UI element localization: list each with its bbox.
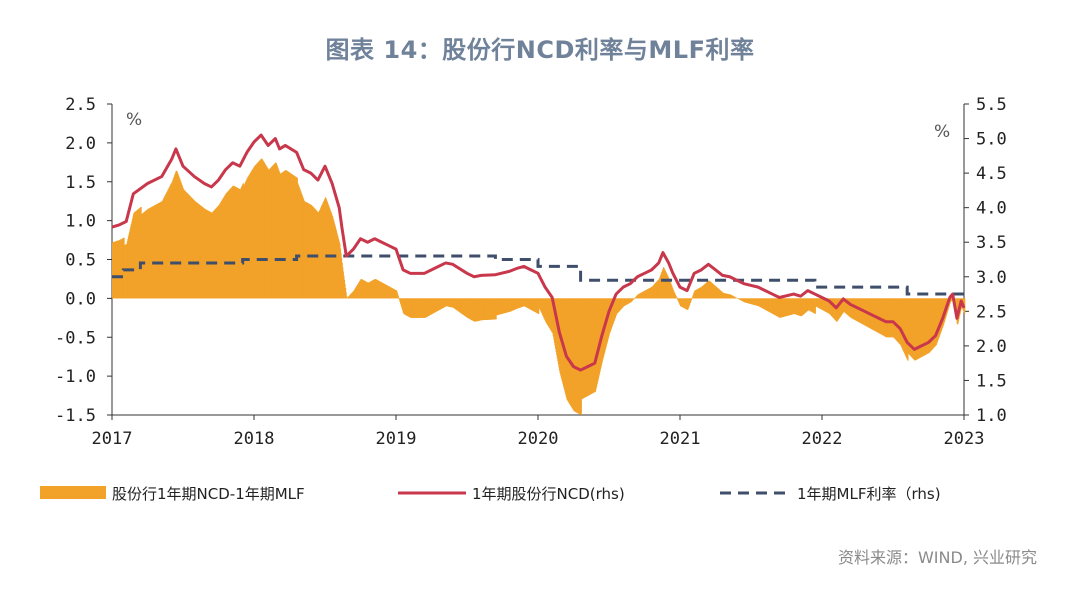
spread-bar <box>690 298 693 300</box>
left-tick-label: 2.0 <box>65 134 96 154</box>
right-tick-label: 5.5 <box>976 95 1007 115</box>
left-tick-label: -0.5 <box>55 328 96 348</box>
left-tick-label: 1.5 <box>65 173 96 193</box>
x-tick-label: 2022 <box>802 429 843 449</box>
right-tick-label: 4.5 <box>976 164 1007 184</box>
x-tick-label: 2018 <box>234 429 275 449</box>
spread-bar <box>676 297 678 299</box>
ncd-rate-line <box>111 133 966 372</box>
right-unit-label: % <box>934 122 950 142</box>
spread-bar <box>675 296 677 299</box>
legend-label-spread: 股份行1年期NCD-1年期MLF <box>112 485 305 503</box>
spread-bar <box>346 296 348 299</box>
right-tick-label: 2.5 <box>976 302 1007 322</box>
mlf-rate-line <box>112 254 964 296</box>
legend-swatch-spread <box>40 486 106 499</box>
left-tick-label: 0.5 <box>65 251 96 271</box>
left-tick-label: -1.5 <box>55 406 96 426</box>
left-tick-label: -1.0 <box>55 367 96 387</box>
spread-bar <box>397 296 400 299</box>
right-tick-label: 3.5 <box>976 233 1007 253</box>
x-tick-label: 2019 <box>376 429 417 449</box>
x-tick-label: 2021 <box>660 429 701 449</box>
right-tick-label: 5.0 <box>976 130 1007 150</box>
x-tick-label: 2017 <box>92 429 133 449</box>
left-tick-label: 2.5 <box>65 95 96 115</box>
right-tick-label: 1.5 <box>976 371 1007 391</box>
left-tick-label: 0.0 <box>65 289 96 309</box>
spread-bars <box>112 158 966 415</box>
right-tick-label: 1.0 <box>976 406 1007 426</box>
source-note: 资料来源：WIND, 兴业研究 <box>837 548 1037 567</box>
x-tick-label: 2020 <box>518 429 559 449</box>
spread-bar <box>632 298 635 300</box>
right-tick-label: 4.0 <box>976 199 1007 219</box>
spread-bar <box>345 292 347 299</box>
x-tick-label: 2023 <box>944 429 985 449</box>
left-unit-label: % <box>126 110 142 130</box>
legend-label-mlf: 1年期MLF利率（rhs) <box>797 485 941 503</box>
chart-title: 图表 14：股份行NCD利率与MLF利率 <box>325 36 755 64</box>
right-tick-label: 3.0 <box>976 268 1007 288</box>
right-tick-label: 2.0 <box>976 337 1007 357</box>
legend-label-ncd: 1年期股份行NCD(rhs) <box>472 485 625 503</box>
left-tick-label: 1.0 <box>65 212 96 232</box>
